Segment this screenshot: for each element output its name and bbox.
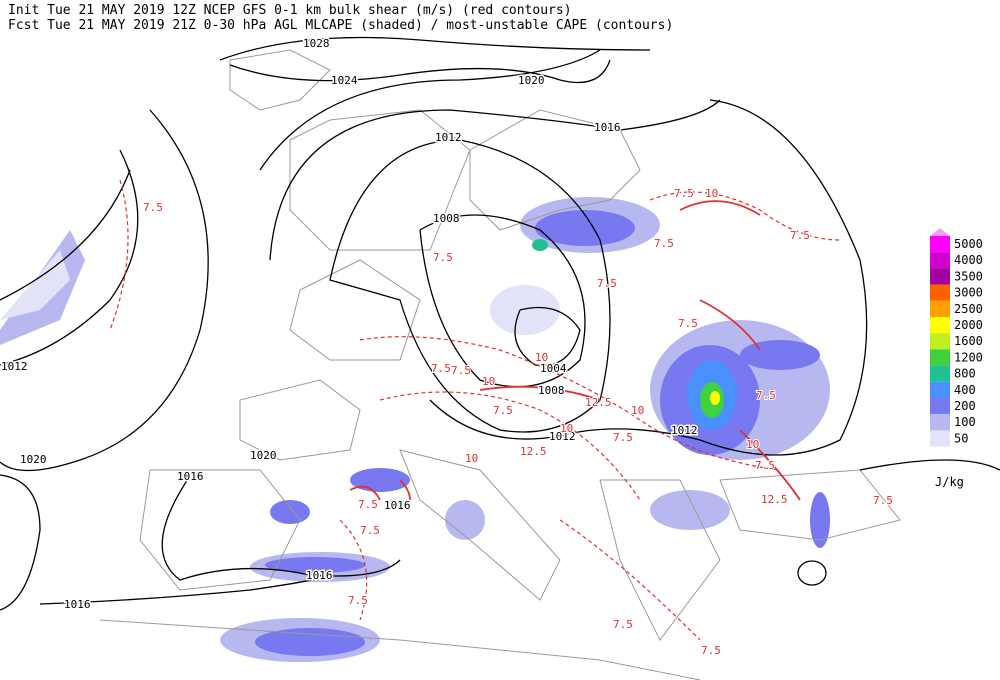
shear-label: 7.5 xyxy=(873,494,893,507)
shear-label: 7.5 xyxy=(756,389,776,402)
isobar-label: 1008 xyxy=(538,384,565,397)
shear-label: 7.5 xyxy=(678,317,698,330)
shear-label: 12.5 xyxy=(761,493,788,506)
shear-label: 7.5 xyxy=(597,277,617,290)
legend-arrow xyxy=(930,228,950,236)
header-line: Fcst Tue 21 MAY 2019 21Z 0-30 hPa AGL ML… xyxy=(8,18,673,33)
shear-label: 10 xyxy=(705,187,718,200)
isobar-label: 1012 xyxy=(671,424,698,437)
isobar-label: 1028 xyxy=(303,37,330,50)
isobar-label: 1020 xyxy=(20,453,47,466)
header-line: Init Tue 21 MAY 2019 12Z NCEP GFS 0-1 km… xyxy=(8,3,572,18)
legend-label: 1600 xyxy=(954,334,983,348)
isobar-label: 1024 xyxy=(331,74,358,87)
shear-label: 7.5 xyxy=(431,362,451,375)
shear-label: 12.5 xyxy=(585,396,612,409)
legend-label: 400 xyxy=(954,383,976,397)
shear-label: 10 xyxy=(535,351,548,364)
legend-swatch xyxy=(930,365,950,382)
isobar-label: 1020 xyxy=(518,74,545,87)
shear-label: 7.5 xyxy=(451,364,471,377)
legend-swatch xyxy=(930,317,950,334)
legend-swatch xyxy=(930,430,950,447)
legend-swatch xyxy=(930,333,950,350)
shear-label: 7.5 xyxy=(433,251,453,264)
shear-label: 7.5 xyxy=(360,524,380,537)
shear-label: 7.5 xyxy=(613,618,633,631)
shear-label: 12.5 xyxy=(520,445,547,458)
legend-swatch xyxy=(930,300,950,317)
shear-label: 7.5 xyxy=(493,404,513,417)
isobar-label: 1016 xyxy=(594,121,621,134)
legend: J/kg 5000 4000 3500 3000 2500 2000 1600 1200 800… xyxy=(930,228,983,489)
legend-swatch xyxy=(930,236,950,253)
legend-swatch xyxy=(930,381,950,398)
legend-label: 3500 xyxy=(954,269,983,283)
shear-label: 7.5 xyxy=(790,229,810,242)
isobars xyxy=(0,36,1000,611)
isobar-label: 1016 xyxy=(64,598,91,611)
isobar-label: 1004 xyxy=(540,362,567,375)
shear-label: 10 xyxy=(482,375,495,388)
shear-label: 7.5 xyxy=(755,459,775,472)
legend-label: 800 xyxy=(954,367,976,381)
shear-label: 7.5 xyxy=(143,201,163,214)
legend-label: 3000 xyxy=(954,286,983,300)
isobar-label: 1012 xyxy=(549,430,576,443)
isobar-label: 1008 xyxy=(433,212,460,225)
isobar-label: 1012 xyxy=(435,131,462,144)
isobar-label: 1016 xyxy=(177,470,204,483)
shear-label: 7.5 xyxy=(358,498,378,511)
shear-label: 10 xyxy=(746,438,759,451)
isobar-label: 1016 xyxy=(384,499,411,512)
shear-contours xyxy=(109,179,841,641)
shear-label: 7.5 xyxy=(654,237,674,250)
shear-label: 7.5 xyxy=(674,187,694,200)
legend-label: 4000 xyxy=(954,253,983,267)
legend-label: 1200 xyxy=(954,350,983,364)
isobar-label: 1016 xyxy=(306,569,333,582)
legend-label: 2000 xyxy=(954,318,983,332)
legend-swatch xyxy=(930,398,950,415)
cape-shading xyxy=(0,197,830,662)
legend-label: 200 xyxy=(954,399,976,413)
legend-swatch xyxy=(930,284,950,301)
legend-swatch xyxy=(930,252,950,269)
shear-label: 7.5 xyxy=(613,431,633,444)
shear-label: 7.5 xyxy=(348,594,368,607)
legend-label: 50 xyxy=(954,431,968,445)
legend-label: 2500 xyxy=(954,302,983,316)
legend-unit: J/kg xyxy=(935,475,964,489)
legend-swatch xyxy=(930,268,950,285)
isobar-label: 1012 xyxy=(1,360,28,373)
isobar-label: 1020 xyxy=(250,449,277,462)
shear-labels: 7.57.5 107.57.57.57.57.57.5 7.510107.512.5… xyxy=(142,186,894,658)
shear-label: 10 xyxy=(631,404,644,417)
legend-swatch xyxy=(930,349,950,366)
legend-swatch xyxy=(930,414,950,431)
coastlines xyxy=(99,49,901,680)
shear-label: 7.5 xyxy=(701,644,721,657)
legend-label: 5000 xyxy=(954,237,983,251)
legend-label: 100 xyxy=(954,415,976,429)
shear-label: 10 xyxy=(560,422,573,435)
shear-label: 10 xyxy=(465,452,478,465)
